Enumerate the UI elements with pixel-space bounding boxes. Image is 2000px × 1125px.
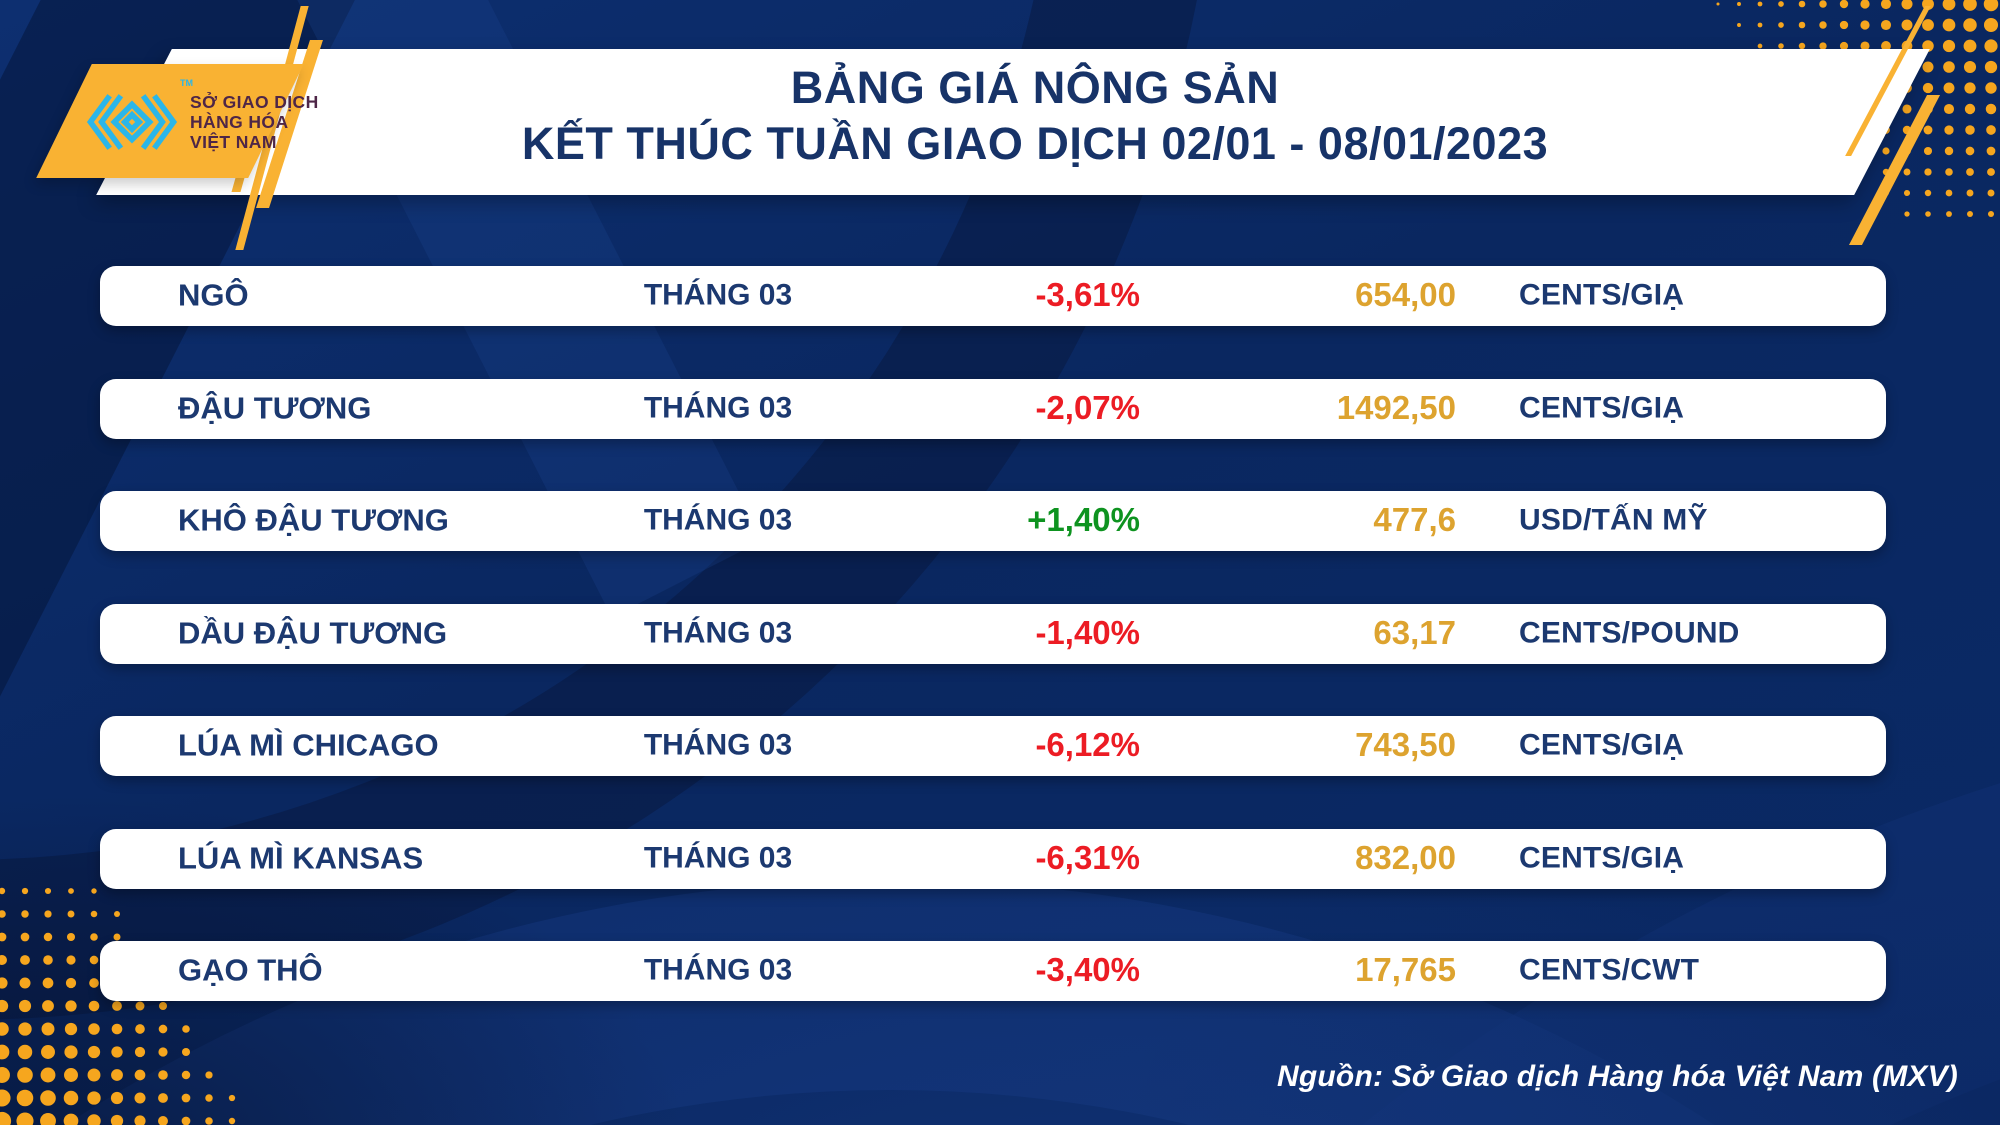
contract-month: THÁNG 03 (643, 953, 793, 987)
price-value: 63,17 (1373, 613, 1456, 651)
page-subtitle: KẾT THÚC TUẦN GIAO DỊCH 02/01 - 08/01/20… (521, 118, 1549, 169)
contract-month: THÁNG 03 (643, 278, 793, 312)
contract-month: THÁNG 03 (643, 728, 793, 762)
page-titles: BẢNG GIÁ NÔNG SẢN KẾT THÚC TUẦN GIAO DỊC… (380, 60, 1690, 172)
commodity-name: KHÔ ĐẬU TƯƠNG (178, 502, 449, 538)
table-row: ĐẬU TƯƠNG THÁNG 03 -2,07% 1492,50 CENTS/… (100, 378, 1886, 439)
contract-month: THÁNG 03 (643, 840, 793, 874)
table-row: LÚA MÌ KANSAS THÁNG 03 -6,31% 832,00 CEN… (100, 828, 1886, 889)
price-unit: CENTS/GIẠ (1519, 728, 1685, 762)
price-unit: CENTS/GIẠ (1519, 840, 1685, 874)
price-value: 1492,50 (1336, 388, 1456, 426)
change-percent: -6,31% (1035, 838, 1140, 876)
logo-org-line: VIỆT NAM (190, 132, 277, 152)
price-value: 477,6 (1373, 501, 1456, 539)
logo-org-line: SỞ GIAO DỊCH (190, 92, 319, 112)
change-percent: +1,40% (1027, 501, 1140, 539)
table-row: LÚA MÌ CHICAGO THÁNG 03 -6,12% 743,50 CE… (100, 716, 1886, 776)
contract-month: THÁNG 03 (643, 503, 793, 537)
commodity-name: GẠO THÔ (178, 952, 323, 988)
table-row: KHÔ ĐẬU TƯƠNG THÁNG 03 +1,40% 477,6 USD/… (100, 491, 1886, 551)
price-unit: CENTS/CWT (1519, 953, 1700, 987)
commodity-name: LÚA MÌ KANSAS (178, 839, 424, 875)
change-percent: -1,40% (1035, 613, 1140, 651)
change-percent: -3,40% (1035, 951, 1140, 989)
table-row: DẦU ĐẬU TƯƠNG THÁNG 03 -1,40% 63,17 CENT… (100, 603, 1886, 664)
commodity-name: DẦU ĐẬU TƯƠNG (178, 614, 448, 650)
contract-month: THÁNG 03 (643, 390, 793, 424)
table-row: NGÔ THÁNG 03 -3,61% 654,00 CENTS/GIẠ (100, 266, 1886, 326)
mxv-logo: TM SỞ GIAO DỊCH HÀNG HÓA VIỆT NAM (84, 76, 318, 168)
change-percent: -3,61% (1035, 276, 1140, 314)
price-unit: CENTS/POUND (1519, 615, 1740, 649)
commodity-name: ĐẬU TƯƠNG (178, 389, 372, 425)
logo-trademark: TM (180, 78, 193, 88)
price-value: 654,00 (1355, 276, 1456, 314)
commodity-name: LÚA MÌ CHICAGO (178, 727, 439, 763)
change-percent: -2,07% (1035, 388, 1140, 426)
price-value: 17,765 (1355, 951, 1456, 989)
logo-org-line: HÀNG HÓA (190, 112, 289, 132)
price-value: 743,50 (1355, 726, 1456, 764)
commodity-name: NGÔ (178, 277, 249, 313)
logo-org-name: SỞ GIAO DỊCH HÀNG HÓA VIỆT NAM (190, 92, 319, 152)
price-value: 832,00 (1355, 838, 1456, 876)
price-unit: CENTS/GIẠ (1519, 278, 1685, 312)
page-title: BẢNG GIÁ NÔNG SẢN (790, 62, 1280, 113)
price-unit: USD/TẤN MỸ (1519, 503, 1708, 537)
source-credit: Nguồn: Sở Giao dịch Hàng hóa Việt Nam (M… (1277, 1060, 1958, 1093)
contract-month: THÁNG 03 (643, 615, 793, 649)
table-row: GẠO THÔ THÁNG 03 -3,40% 17,765 CENTS/CWT (100, 941, 1886, 1001)
mxv-logo-icon (86, 94, 178, 150)
price-unit: CENTS/GIẠ (1519, 390, 1685, 424)
change-percent: -6,12% (1035, 726, 1140, 764)
